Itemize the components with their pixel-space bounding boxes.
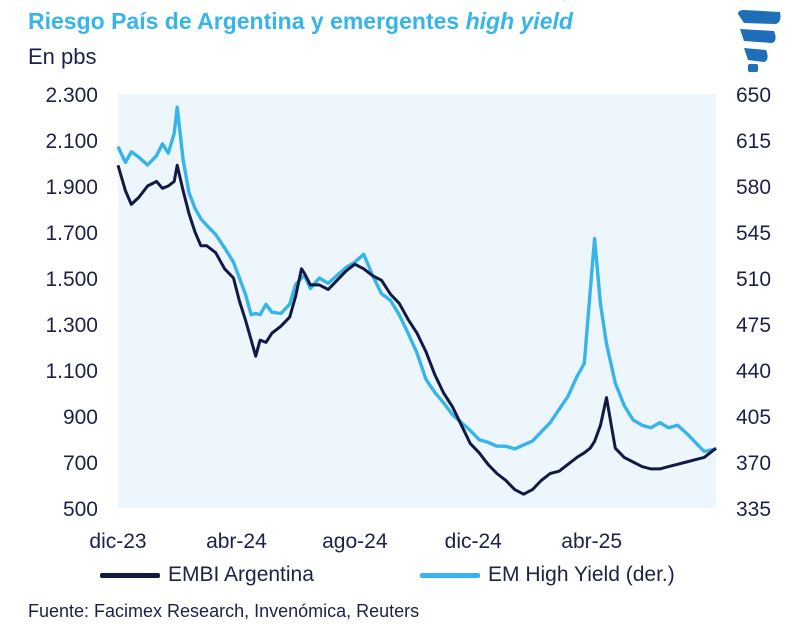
y-axis-unit: En pbs [28,44,97,69]
plot-area [118,94,716,508]
y-left-tick-label: 1.300 [45,314,98,337]
legend-emhy-swatch [420,572,480,578]
y-right-tick-label: 440 [736,360,771,383]
legend-emhy-label: EM High Yield (der.) [488,563,675,586]
legend-emhy: EM High Yield (der.) [420,563,675,587]
y-left-tick-label: 500 [63,498,98,521]
y-left-tick-label: 1.700 [45,222,98,245]
y-left-tick-label: 700 [63,452,98,475]
x-tick-label: dic-23 [89,530,146,553]
legend-embi-swatch [100,572,160,578]
series-line-em-high-yield [116,105,717,454]
x-tick-label: dic-24 [445,530,503,553]
y-right-tick-label: 580 [736,176,771,199]
x-tick-label: abr-24 [206,530,267,553]
y-right-tick-label: 405 [736,406,771,429]
y-right-tick-label: 650 [736,84,771,107]
legend-embi: EMBI Argentina [100,563,314,587]
y-left-tick-label: 2.300 [45,84,98,107]
series-line-embi-argentina [116,163,717,496]
y-left-tick-label: 1.500 [45,268,98,291]
y-left-tick-label: 1.900 [45,176,98,199]
chart-title-italic: high yield [465,8,573,34]
y-left-tick-label: 900 [63,406,98,429]
y-right-tick-label: 545 [736,222,771,245]
y-right-tick-label: 370 [736,452,771,475]
y-right-tick-label: 335 [736,498,771,521]
y-right-tick-label: 615 [736,130,771,153]
x-tick-label: abr-25 [561,530,622,553]
chart-title: Riesgo País de Argentina y emergentes hi… [28,8,573,35]
y-right-tick-label: 510 [736,268,771,291]
x-tick-label: ago-24 [322,530,388,553]
line-chart: 500 700 900 1.100 1.300 1.500 1.700 1.900 2.100 2… [45,84,771,553]
facimex-logo-icon [738,10,781,72]
source-note: Fuente: Facimex Research, Invenómica, Re… [28,601,420,621]
legend-embi-label: EMBI Argentina [168,563,314,586]
y-left-tick-label: 2.100 [45,130,98,153]
chart-title-main: Riesgo País de Argentina y emergentes [28,8,466,34]
y-right-tick-label: 475 [736,314,771,337]
y-left-tick-label: 1.100 [45,360,98,383]
